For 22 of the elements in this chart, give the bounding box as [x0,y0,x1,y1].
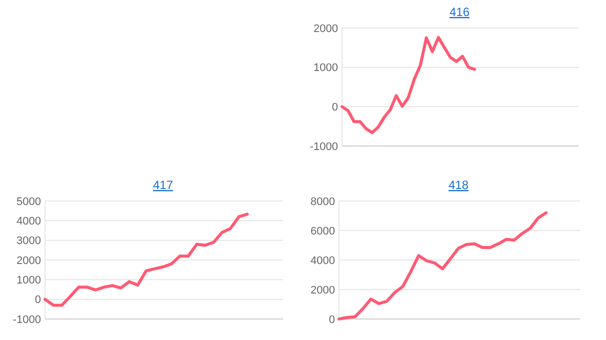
y-tick-label: 1000 [16,274,41,287]
y-tick-label: 0 [328,314,335,326]
y-tick-label: 5000 [16,196,41,208]
y-tick-label: 8000 [310,196,335,208]
line-series [340,36,476,134]
y-tick-label: 4000 [310,254,335,267]
y-tick-label: 1000 [314,62,338,74]
y-tick-label: 2000 [314,22,338,35]
y-tick-label: 2000 [16,254,41,267]
chart-title: 416 [449,5,470,19]
chart-title: 418 [448,178,469,192]
chart-title: 417 [152,178,174,192]
y-tick-label: -1000 [12,314,41,326]
line-series [338,211,548,320]
y-tick-label: 2000 [310,284,335,296]
y-tick-label: 0 [34,294,41,306]
y-tick-label: -1000 [310,140,338,153]
y-tick-label: 0 [332,102,338,114]
y-tick-label: 4000 [16,216,41,228]
line-series [44,212,249,307]
y-tick-label: 6000 [310,225,335,238]
y-tick-label: 3000 [16,235,41,248]
